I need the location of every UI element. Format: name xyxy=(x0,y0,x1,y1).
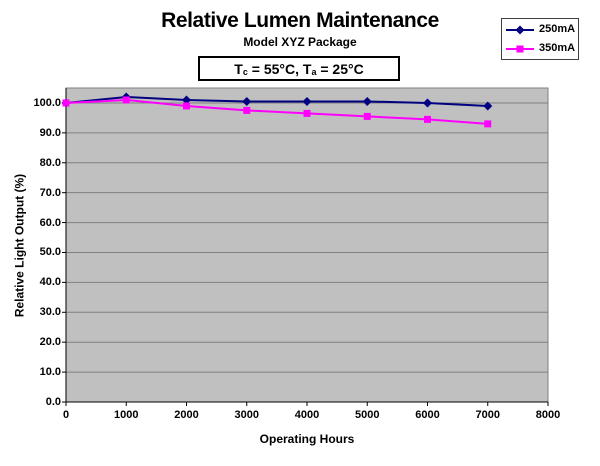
plot-area-background xyxy=(65,87,549,403)
y-tick-label: 50.0 xyxy=(39,246,61,259)
data-point-square-350mA xyxy=(62,99,70,107)
x-tick-label: 3000 xyxy=(234,409,259,421)
series-line-250mA xyxy=(65,95,488,107)
x-tick-label: 1000 xyxy=(114,409,139,421)
data-point-diamond-250mA xyxy=(423,98,432,108)
y-tick-label: 100.0 xyxy=(33,96,61,109)
condition-text: T xyxy=(234,60,243,77)
y-tick-label: 60.0 xyxy=(39,216,61,229)
data-point-square-350mA xyxy=(122,96,130,104)
y-tick-label: 80.0 xyxy=(39,156,61,169)
condition-subscript: a xyxy=(311,66,317,77)
condition-text: = 55°C, T xyxy=(247,60,312,77)
legend-label: 250mA xyxy=(539,23,576,35)
y-tick-label: 90.0 xyxy=(39,126,61,139)
data-point-square-350mA xyxy=(484,120,492,128)
condition-text: = 25°C xyxy=(316,60,364,77)
x-tick-label: 7000 xyxy=(475,409,500,421)
y-tick-label: 0.0 xyxy=(45,396,61,408)
x-tick-label: 0 xyxy=(62,409,70,421)
data-point-diamond-250mA xyxy=(242,96,252,106)
chart-title: Relative Lumen Maintenance xyxy=(161,9,439,32)
x-axis-title: Operating Hours xyxy=(259,432,355,446)
chart-subtitle: Model XYZ Package xyxy=(243,35,357,49)
y-tick-label: 70.0 xyxy=(39,186,61,199)
x-tick-label: 6000 xyxy=(415,409,440,421)
x-tick-label: 4000 xyxy=(294,409,320,421)
legend-marker-square-icon xyxy=(506,45,534,52)
y-tick-label: 30.0 xyxy=(39,306,61,319)
data-point-square-350mA xyxy=(363,112,371,120)
data-point-diamond-250mA xyxy=(182,95,191,105)
legend-marker-diamond-icon xyxy=(506,25,534,34)
data-point-diamond-250mA xyxy=(302,96,312,106)
y-tick-label: 20.0 xyxy=(39,336,61,349)
x-tick-label: 8000 xyxy=(535,409,561,421)
legend-label: 350mA xyxy=(539,42,576,54)
data-point-square-350mA xyxy=(183,102,190,110)
y-axis-title: Relative Light Output (%) xyxy=(12,173,27,318)
condition-subscript: c xyxy=(242,66,248,77)
data-point-square-350mA xyxy=(303,109,311,117)
series-line-350mA xyxy=(65,98,488,125)
legend-item-250mA: 250mA xyxy=(502,20,578,39)
data-point-diamond-250mA xyxy=(483,101,493,111)
x-tick-label: 5000 xyxy=(355,409,380,421)
legend: 250mA 350mA xyxy=(501,18,579,60)
data-point-square-350mA xyxy=(243,106,251,114)
data-point-diamond-250mA xyxy=(362,96,372,106)
y-tick-label: 10.0 xyxy=(39,366,61,379)
legend-item-350mA: 350mA xyxy=(502,39,578,58)
y-tick-label: 40.0 xyxy=(39,276,61,289)
data-point-square-350mA xyxy=(424,115,431,123)
x-tick-label: 2000 xyxy=(174,409,199,421)
